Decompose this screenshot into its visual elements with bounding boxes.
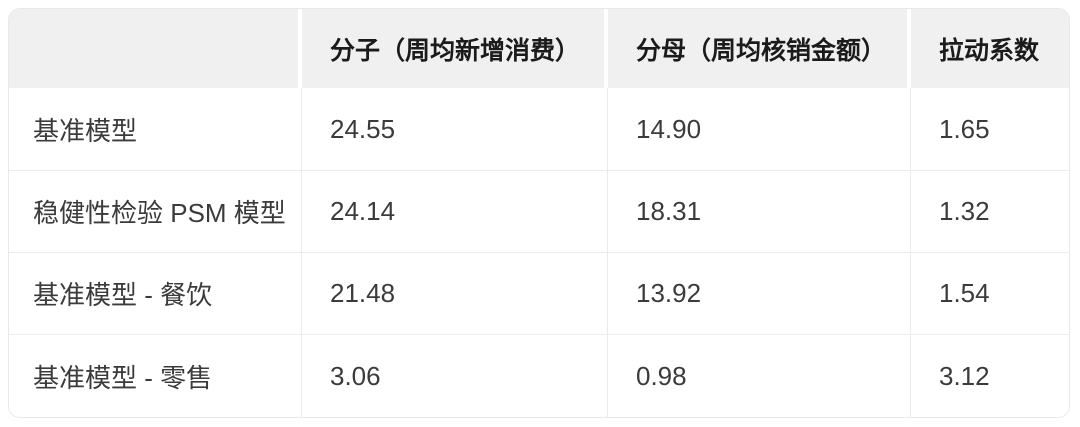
cell-value: 21.48 [302, 252, 608, 334]
cell-value: 0.98 [608, 334, 911, 417]
cell-value: 1.54 [911, 252, 1069, 334]
row-label: 基准模型 [9, 88, 302, 170]
cell-value: 1.65 [911, 88, 1069, 170]
header-cell-denominator: 分母（周均核销金额） [608, 9, 911, 88]
cell-value: 18.31 [608, 170, 911, 252]
header-cell-model [9, 9, 302, 88]
cell-value: 13.92 [608, 252, 911, 334]
cell-value: 24.55 [302, 88, 608, 170]
cell-value: 3.12 [911, 334, 1069, 417]
header-cell-numerator: 分子（周均新增消费） [302, 9, 608, 88]
row-label: 基准模型 - 餐饮 [9, 252, 302, 334]
cell-value: 24.14 [302, 170, 608, 252]
cell-value: 14.90 [608, 88, 911, 170]
cell-value: 3.06 [302, 334, 608, 417]
row-label: 稳健性检验 PSM 模型 [9, 170, 302, 252]
model-results-table: 分子（周均新增消费） 分母（周均核销金额） 拉动系数 基准模型 24.55 14… [8, 8, 1070, 418]
header-cell-coefficient: 拉动系数 [911, 9, 1069, 88]
row-label: 基准模型 - 零售 [9, 334, 302, 417]
cell-value: 1.32 [911, 170, 1069, 252]
